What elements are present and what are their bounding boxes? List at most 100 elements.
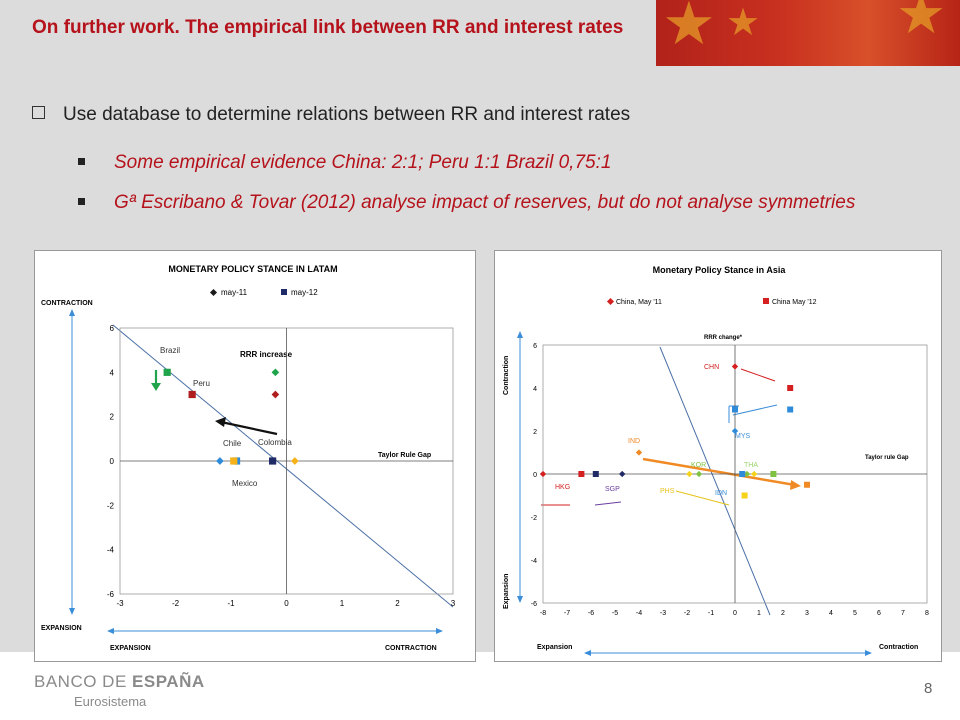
legend-marker (281, 289, 287, 295)
data-point-square (787, 385, 794, 391)
legend: may-11 may-12 (209, 288, 318, 297)
y-axis-title: RRR increase (240, 350, 293, 359)
mys-shift-arrow (732, 404, 778, 416)
x-tick-label: -5 (612, 610, 618, 617)
sub-bullet-text: Gª Escribano & Tovar (2012) analyse impa… (114, 192, 856, 213)
data-point-diamond (539, 470, 547, 478)
y-top-label: Contraction (503, 356, 510, 395)
data-point-diamond (271, 368, 280, 377)
taylor-rule-line (659, 346, 771, 616)
data-point-diamond (635, 449, 643, 456)
data-point-diamond (619, 470, 626, 478)
x-tick-label: 0 (284, 599, 289, 608)
data-point-square (163, 368, 171, 376)
legend: China, May '11 China May '12 (606, 297, 817, 306)
star-icon: ★ (662, 0, 716, 57)
data-point-square (804, 481, 810, 488)
policy-shift-arrow (642, 457, 796, 487)
arrow-down-icon (151, 383, 161, 391)
y-tick-label: 6 (110, 324, 115, 333)
x-tick-label: -2 (172, 599, 180, 608)
arrow-up-icon (517, 331, 523, 338)
data-point-square (578, 471, 585, 477)
y-tick-label: 0 (110, 457, 115, 466)
y-bottom-label: EXPANSION (41, 625, 82, 632)
x-tick-label: 2 (395, 599, 400, 608)
x-tick-label: -4 (636, 610, 642, 617)
y-tick-label: -2 (531, 515, 537, 522)
asia-chart-svg: Monetary Policy Stance in Asia China, Ma… (503, 265, 929, 656)
latam-chart-svg: MONETARY POLICY STANCE IN LATAM may-11 m… (41, 264, 456, 652)
x-tick-label: -3 (660, 610, 666, 617)
data-point-diamond (695, 470, 703, 478)
country-label: IND (628, 438, 640, 445)
data-point-square (188, 390, 196, 399)
data-point-diamond (751, 470, 758, 478)
y-top-label: CONTRACTION (41, 300, 93, 307)
country-label: Brazil (160, 346, 180, 355)
chn-shift-arrow (740, 368, 776, 382)
legend-label: may-11 (221, 288, 248, 297)
arrow-left-icon (584, 650, 591, 656)
y-tick-label: 0 (533, 472, 537, 479)
x-tick-label: 3 (805, 610, 809, 617)
country-label: KOR (691, 462, 706, 469)
legend-label: China May '12 (772, 299, 817, 306)
banco-de-espana-logo: BANCO DE ESPAÑA (34, 672, 205, 691)
x-tick-label: 6 (877, 610, 881, 617)
y-tick-label: 2 (533, 429, 537, 436)
data-point-diamond (731, 363, 739, 370)
country-label: Colombia (258, 438, 292, 447)
x-tick-label: -2 (684, 610, 690, 617)
arrow-right-icon (790, 480, 801, 490)
x-tick-label: 2 (781, 610, 785, 617)
taylor-rule-line (112, 324, 454, 608)
data-point-square (770, 471, 777, 477)
page-number: 8 (924, 680, 933, 697)
y-tick-label: -4 (531, 558, 537, 565)
x-tick-label: 1 (757, 610, 761, 617)
country-label: SGP (605, 486, 620, 493)
latam-chart: MONETARY POLICY STANCE IN LATAM may-11 m… (34, 250, 476, 662)
x-right-label: CONTRACTION (385, 645, 437, 652)
star-icon: ★ (896, 0, 947, 45)
country-label: IDN (715, 490, 727, 497)
arrow-up-icon (69, 309, 75, 316)
country-label: HKG (555, 484, 570, 491)
country-label: MYS (735, 433, 751, 440)
chart-title: MONETARY POLICY STANCE IN LATAM (168, 264, 337, 274)
latam-plot-area: 6 4 2 0 -2 -4 -6-3 -2 -1 0 1 2 3 (107, 324, 456, 608)
data-point-square (230, 457, 238, 465)
y-bottom-label: Expansion (503, 574, 510, 609)
data-point-diamond (271, 390, 280, 399)
data-point-square (269, 457, 277, 465)
country-label: Peru (193, 379, 210, 388)
data-point-diamond (686, 470, 693, 478)
y-tick-label: 6 (533, 343, 537, 350)
x-left-label: Expansion (537, 644, 572, 651)
legend-label: may-12 (291, 288, 318, 297)
data-point-diamond (216, 457, 224, 465)
arrow-down-icon (69, 608, 75, 615)
y-tick-label: 2 (110, 413, 115, 422)
country-label: THA (744, 462, 758, 469)
star-icon: ★ (726, 2, 761, 44)
data-point-square (741, 492, 748, 499)
x-tick-label: 1 (340, 599, 345, 608)
slide-title: On further work. The empirical link betw… (32, 17, 624, 38)
sub-bullet-text: Some empirical evidence China: 2:1; Peru… (114, 152, 612, 173)
sub-bullet-2: Gª Escribano & Tovar (2012) analyse impa… (78, 190, 858, 215)
x-tick-label: 8 (925, 610, 929, 617)
data-point-square (787, 406, 794, 413)
square-bullet-icon (78, 198, 85, 205)
sub-bullet-1: Some empirical evidence China: 2:1; Peru… (78, 150, 611, 175)
x-tick-label: 3 (451, 599, 456, 608)
legend-marker (763, 298, 769, 304)
x-tick-label: 7 (901, 610, 905, 617)
x-tick-label: -1 (227, 599, 235, 608)
data-point-square (739, 471, 746, 477)
y-tick-label: 4 (110, 368, 115, 377)
x-tick-label: -3 (116, 599, 124, 608)
legend-label: China, May '11 (616, 299, 662, 306)
